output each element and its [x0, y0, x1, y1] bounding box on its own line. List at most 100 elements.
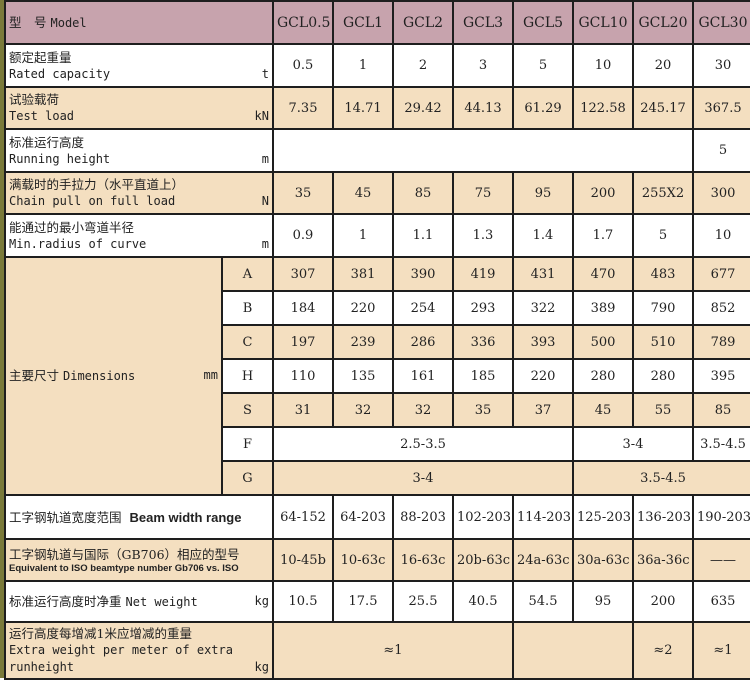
label: 能通过的最小弯道半径 Min.radius of curve m [4, 213, 274, 258]
cell: 32 [392, 392, 454, 428]
cell: 25.5 [392, 580, 454, 623]
dim-letter: A [221, 256, 274, 292]
label: 工字钢轨道与国际（GB706）相应的型号 Equivalent to ISO be… [4, 538, 274, 582]
cell: 280 [632, 358, 694, 394]
row-extra-weight: 运行高度每增减1米应增减的重量 Extra weight per meter of… [4, 621, 750, 680]
cell: 3.5-4.5 [572, 460, 750, 496]
cell: 30a-63c [572, 538, 634, 582]
cell: 790 [632, 290, 694, 326]
model-gcl1: GCL1 [332, 0, 394, 45]
cell: 45 [572, 392, 634, 428]
cell: 88-203 [392, 494, 454, 540]
cell: 10.5 [272, 580, 334, 623]
cell: 32 [332, 392, 394, 428]
cell: 300 [692, 171, 750, 215]
cell: 85 [692, 392, 750, 428]
cell: 197 [272, 324, 334, 360]
cell: 10 [572, 43, 634, 88]
cell: 185 [452, 358, 514, 394]
cell: 1.4 [512, 213, 574, 258]
cell: —— [692, 538, 750, 582]
label: 运行高度每增减1米应增减的重量 Extra weight per meter of… [4, 621, 274, 680]
model-gcl30: GCL30 [692, 0, 750, 45]
cell: 367.5 [692, 86, 750, 130]
cell: 483 [632, 256, 694, 292]
cell: 17.5 [332, 580, 394, 623]
model-gcl20: GCL20 [632, 0, 694, 45]
row-chain-pull: 满载时的手拉力（水平直道上） Chain pull on full load N 3… [4, 171, 750, 215]
dim-letter: G [221, 460, 274, 496]
cell: 286 [392, 324, 454, 360]
row-dim-s: S 31 32 32 35 37 45 55 85 [5, 392, 750, 428]
cell: 16-63c [392, 538, 454, 582]
cell: 1.1 [392, 213, 454, 258]
empty-cell [272, 128, 694, 173]
cell: 114-203 [512, 494, 574, 540]
cell: 395 [692, 358, 750, 394]
label: 标准运行高度 Running height m [4, 128, 274, 173]
cell: 390 [392, 256, 454, 292]
cell: 677 [692, 256, 750, 292]
cell: 239 [332, 324, 394, 360]
cell: 54.5 [512, 580, 574, 623]
cell: 293 [452, 290, 514, 326]
row-equivalent: 工字钢轨道与国际（GB706）相应的型号 Equivalent to ISO be… [4, 538, 750, 582]
cell: 1.3 [452, 213, 514, 258]
cell: 37 [512, 392, 574, 428]
cell: 24a-63c [512, 538, 574, 582]
cell: 161 [392, 358, 454, 394]
cell: 95 [572, 580, 634, 623]
cell: 789 [692, 324, 750, 360]
cell: 110 [272, 358, 334, 394]
cell: 322 [512, 290, 574, 326]
cell: 14.71 [332, 86, 394, 130]
cell: 125-203 [572, 494, 634, 540]
cell: 500 [572, 324, 634, 360]
cell: 29.42 [392, 86, 454, 130]
cell: 255X2 [632, 171, 694, 215]
cell: 1.7 [572, 213, 634, 258]
cell: 36a-36c [632, 538, 694, 582]
cell: 1 [332, 43, 394, 88]
cell: 3-4 [272, 460, 574, 496]
cell: 190-203 [692, 494, 750, 540]
model-gcl0.5: GCL0.5 [272, 0, 334, 45]
cell: 0.5 [272, 43, 334, 88]
model-gcl10: GCL10 [572, 0, 634, 45]
row-test-load: 试验载荷 Test load kN 7.35 14.71 29.42 44.13 61.29… [4, 86, 750, 130]
model-gcl5: GCL5 [512, 0, 574, 45]
row-dim-c: C 197 239 286 336 393 500 510 789 [5, 324, 750, 360]
cell: 852 [692, 290, 750, 326]
dim-letter: F [221, 426, 274, 462]
cell: 85 [392, 171, 454, 215]
cell: 31 [272, 392, 334, 428]
model-gcl2: GCL2 [392, 0, 454, 45]
cell: 635 [692, 580, 750, 623]
row-beam-width: 工字钢轨道宽度范围 Beam width range 64-152 64-203 8… [4, 494, 750, 540]
cell: 470 [572, 256, 634, 292]
cell: 75 [452, 171, 514, 215]
cell: 5 [512, 43, 574, 88]
dimensions-label: 主要尺寸 Dimensions mm [4, 256, 223, 496]
label: 额定起重量 Rated capacity t [4, 43, 274, 88]
cell: 102-203 [452, 494, 514, 540]
dim-letter: C [221, 324, 274, 360]
cell: 95 [512, 171, 574, 215]
label: 工字钢轨道宽度范围 Beam width range [4, 494, 274, 540]
cell: 10-63c [332, 538, 394, 582]
dim-letter: H [221, 358, 274, 394]
cell: 5 [692, 128, 750, 173]
cell: 136-203 [632, 494, 694, 540]
header-row: 型 号 Model GCL0.5 GCL1 GCL2 GCL3 GCL5 GCL… [4, 0, 750, 45]
cell: 510 [632, 324, 694, 360]
cell: 3.5-4.5 [692, 426, 750, 462]
row-dim-a: 主要尺寸 Dimensions mm A 307 381 390 419 431 470 48… [4, 256, 750, 496]
cell: 336 [452, 324, 514, 360]
row-dim-h: H 110 135 161 185 220 280 280 395 [5, 358, 750, 394]
dim-letter: B [221, 290, 274, 326]
cell: 55 [632, 392, 694, 428]
cell: 220 [512, 358, 574, 394]
row-dim-b: B 184 220 254 293 322 389 790 852 [5, 290, 750, 326]
cell: 200 [632, 580, 694, 623]
